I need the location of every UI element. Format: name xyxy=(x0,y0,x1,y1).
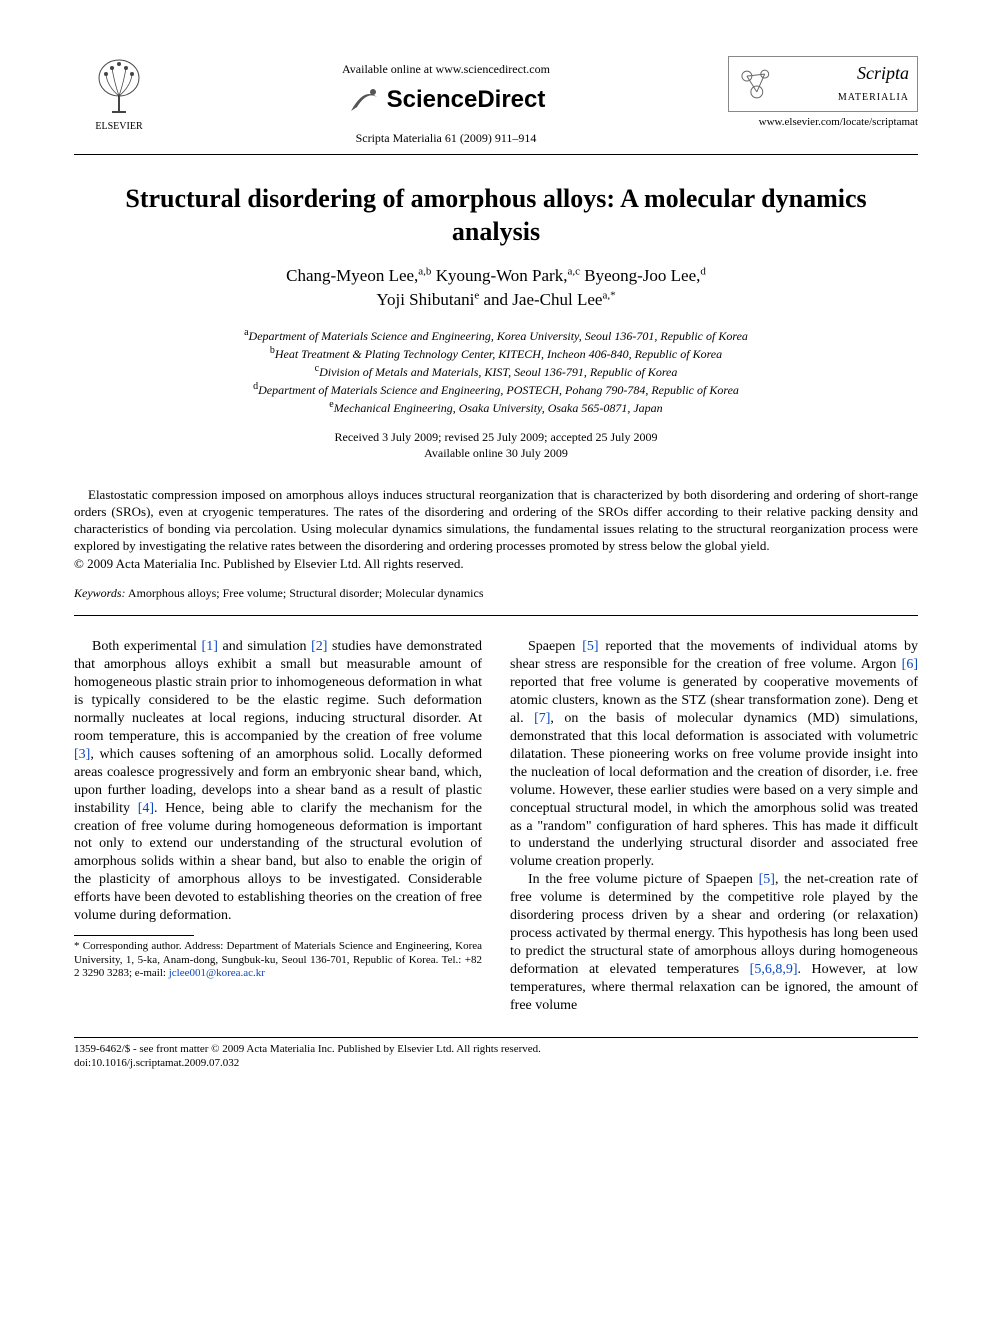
author-2: Kyoung-Won Park,a,c xyxy=(436,266,580,285)
elsevier-tree-icon xyxy=(92,56,146,116)
header-center: Available online at www.sciencedirect.co… xyxy=(164,56,728,146)
sciencedirect-logo: ScienceDirect xyxy=(347,83,546,117)
copyright-line: © 2009 Acta Materialia Inc. Published by… xyxy=(74,556,918,572)
ref-link-7[interactable]: [7] xyxy=(534,711,550,726)
journal-reference: Scripta Materialia 61 (2009) 911–914 xyxy=(164,131,728,146)
article-dates: Received 3 July 2009; revised 25 July 20… xyxy=(74,429,918,461)
author-4: Yoji Shibutanie xyxy=(376,290,479,309)
ref-link-3[interactable]: [3] xyxy=(74,747,90,762)
publisher-name: ELSEVIER xyxy=(74,121,164,132)
front-matter-line: 1359-6462/$ - see front matter © 2009 Ac… xyxy=(74,1042,918,1056)
journal-box-title: Scripta MATERIALIA xyxy=(783,63,909,105)
ref-link-5b[interactable]: [5] xyxy=(759,872,775,887)
column-left: Both experimental [1] and simulation [2]… xyxy=(74,638,482,1014)
author-3: Byeong-Joo Lee,d xyxy=(584,266,706,285)
ref-link-4[interactable]: [4] xyxy=(138,801,154,816)
footnote-separator xyxy=(74,935,194,936)
abstract: Elastostatic compression imposed on amor… xyxy=(74,487,918,555)
ref-link-1[interactable]: [1] xyxy=(202,639,218,654)
article-title: Structural disordering of amorphous allo… xyxy=(114,183,878,248)
body-para-1: Both experimental [1] and simulation [2]… xyxy=(74,638,482,925)
available-online-text: Available online at www.sciencedirect.co… xyxy=(164,62,728,77)
body-para-2: Spaepen [5] reported that the movements … xyxy=(510,638,918,871)
ref-link-5689[interactable]: [5,6,8,9] xyxy=(750,962,798,977)
column-right: Spaepen [5] reported that the movements … xyxy=(510,638,918,1014)
journal-url: www.elsevier.com/locate/scriptamat xyxy=(728,116,918,128)
publisher-logo-block: ELSEVIER xyxy=(74,56,164,132)
ref-link-5[interactable]: [5] xyxy=(582,639,598,654)
body-para-3: In the free volume picture of Spaepen [5… xyxy=(510,871,918,1014)
author-5: Jae-Chul Leea,* xyxy=(512,290,615,309)
ref-link-2[interactable]: [2] xyxy=(311,639,327,654)
journal-badge: Scripta MATERIALIA www.elsevier.com/loca… xyxy=(728,56,918,128)
ref-link-6[interactable]: [6] xyxy=(902,657,918,672)
body-columns: Both experimental [1] and simulation [2]… xyxy=(74,638,918,1014)
page-header: ELSEVIER Available online at www.science… xyxy=(74,56,918,155)
bottom-bar: 1359-6462/$ - see front matter © 2009 Ac… xyxy=(74,1037,918,1071)
keywords-line: Keywords: Amorphous alloys; Free volume;… xyxy=(74,586,918,616)
sciencedirect-swoosh-icon xyxy=(347,83,381,117)
corresponding-email-link[interactable]: jclee001@korea.ac.kr xyxy=(169,967,265,979)
sciencedirect-text: ScienceDirect xyxy=(387,86,546,114)
affiliations: aDepartment of Materials Science and Eng… xyxy=(74,326,918,417)
author-1: Chang-Myeon Lee,a,b xyxy=(286,266,431,285)
corresponding-footnote: * Corresponding author. Address: Departm… xyxy=(74,940,482,981)
authors-line: Chang-Myeon Lee,a,b Kyoung-Won Park,a,c … xyxy=(74,264,918,312)
journal-graphic-icon xyxy=(737,64,777,104)
doi-line: doi:10.1016/j.scriptamat.2009.07.032 xyxy=(74,1056,918,1070)
